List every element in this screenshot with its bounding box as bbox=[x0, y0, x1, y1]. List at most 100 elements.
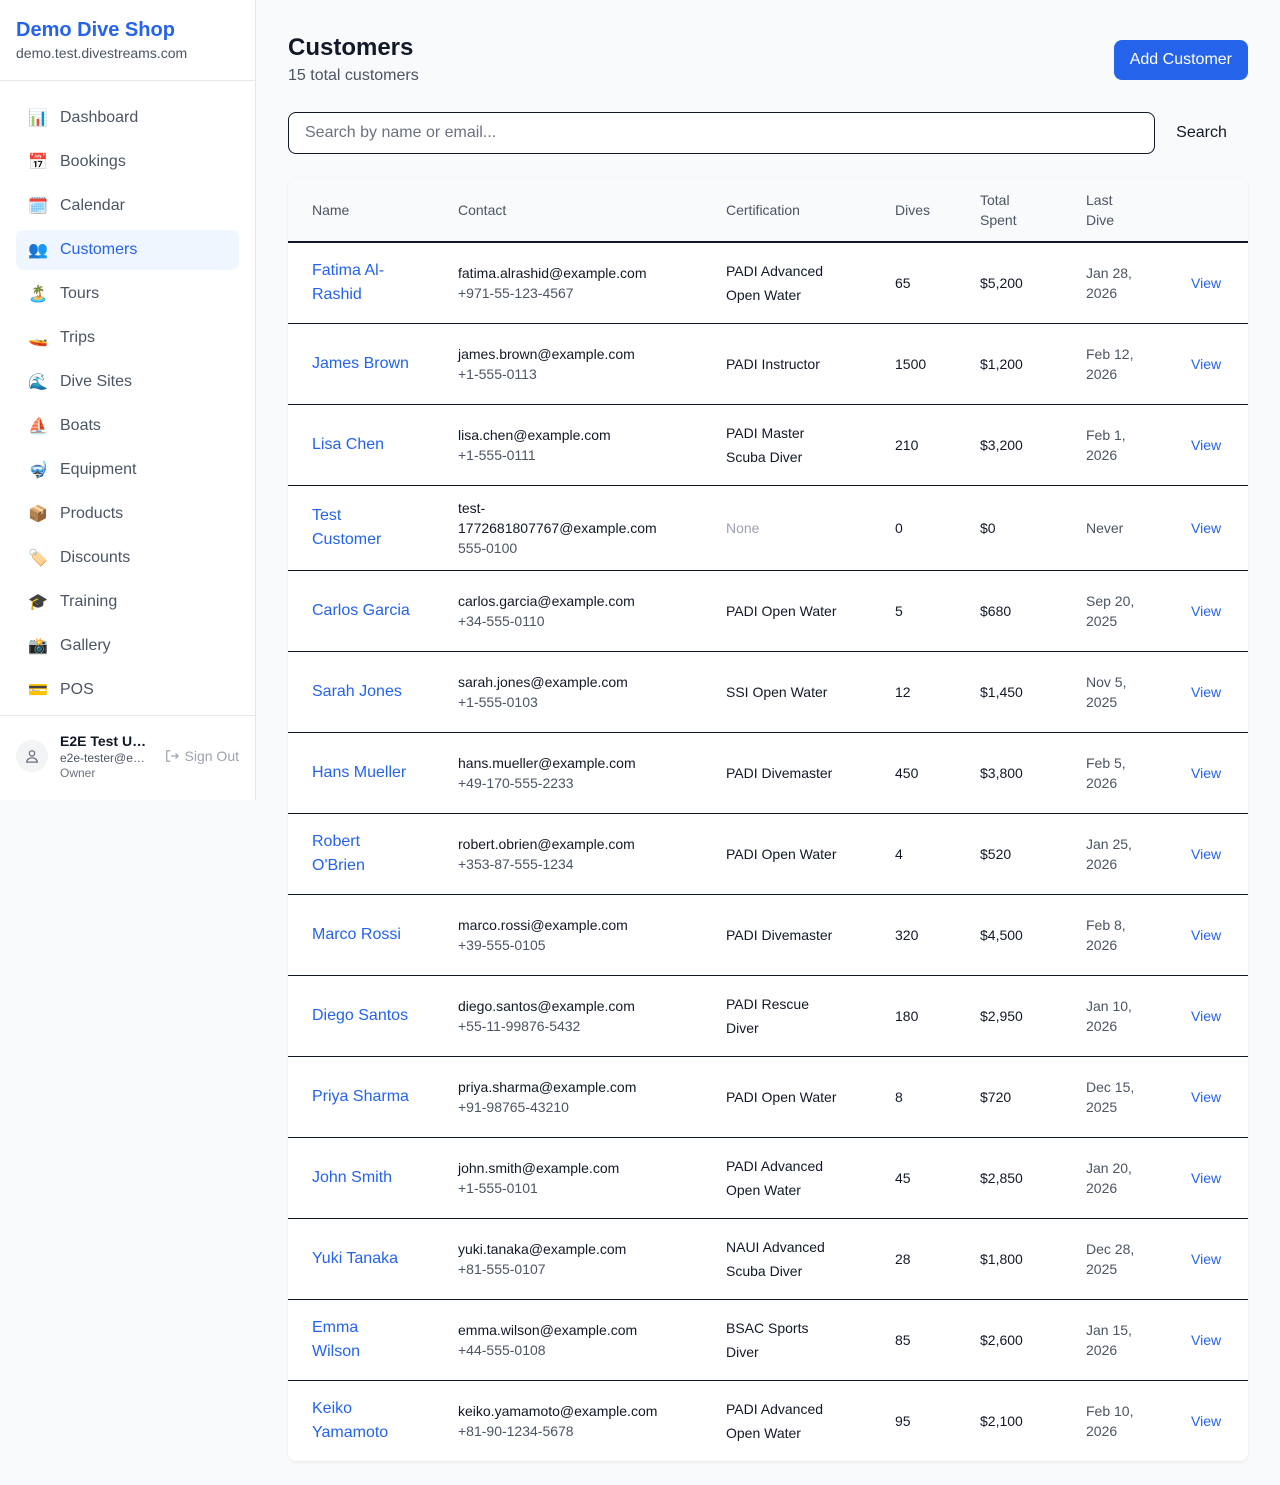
sidebar-item-tours[interactable]: 🏝️ Tours bbox=[16, 274, 239, 314]
customer-name-link[interactable]: Test Customer bbox=[288, 485, 434, 571]
table-row: Priya Sharma priya.sharma@example.com +91… bbox=[288, 1056, 1248, 1138]
search-input[interactable] bbox=[288, 112, 1155, 154]
sidebar-item-customers[interactable]: 👥 Customers bbox=[16, 230, 239, 270]
view-customer-link[interactable]: View bbox=[1191, 1088, 1222, 1105]
wave-icon: 🌊 bbox=[28, 374, 48, 391]
total-spent: $2,600 bbox=[956, 1299, 1062, 1381]
customer-email: hans.mueller@example.com bbox=[458, 754, 636, 771]
customer-name-link[interactable]: Robert O'Brien bbox=[288, 813, 434, 895]
contact-cell: diego.santos@example.com +55-11-99876-543… bbox=[434, 975, 702, 1057]
sidebar-item-trips[interactable]: 🚤 Trips bbox=[16, 318, 239, 358]
customer-name-link[interactable]: Lisa Chen bbox=[288, 404, 434, 486]
sidebar-item-boats[interactable]: ⛵ Boats bbox=[16, 406, 239, 446]
sidebar-item-discounts[interactable]: 🏷️ Discounts bbox=[16, 538, 239, 578]
view-customer-link[interactable]: View bbox=[1191, 274, 1222, 291]
customer-email: test-1772681807767@example.com bbox=[458, 499, 657, 536]
search-button[interactable]: Search bbox=[1155, 112, 1248, 154]
total-spent: $3,800 bbox=[956, 732, 1062, 814]
sidebar-item-label: Bookings bbox=[60, 153, 126, 170]
sidebar-item-label: Boats bbox=[60, 417, 101, 434]
table-row: James Brown james.brown@example.com +1-55… bbox=[288, 323, 1248, 405]
dives: 65 bbox=[871, 242, 956, 324]
table-row: Fatima Al-Rashid fatima.alrashid@example… bbox=[288, 242, 1248, 324]
customers-table-card: Name Contact Certification Dives Total Spent… bbox=[288, 178, 1248, 1461]
last-dive: Jan 28, 2026 bbox=[1062, 242, 1167, 324]
sidebar-item-dive-sites[interactable]: 🌊 Dive Sites bbox=[16, 362, 239, 402]
sidebar-item-dashboard[interactable]: 📊 Dashboard bbox=[16, 98, 239, 138]
sign-out-button[interactable]: Sign Out bbox=[165, 748, 239, 764]
certification: PADI Rescue Diver bbox=[702, 975, 871, 1057]
certification: PADI Open Water bbox=[702, 1056, 871, 1138]
sidebar-item-bookings[interactable]: 📅 Bookings bbox=[16, 142, 239, 182]
customer-name-link[interactable]: Sarah Jones bbox=[288, 651, 434, 733]
view-customer-link[interactable]: View bbox=[1191, 1007, 1222, 1024]
view-customer-link[interactable]: View bbox=[1191, 1250, 1222, 1267]
view-customer-link[interactable]: View bbox=[1191, 926, 1222, 943]
user-email: e2e-tester@example.com bbox=[60, 751, 146, 765]
view-customer-link[interactable]: View bbox=[1191, 355, 1222, 372]
customer-name-link[interactable]: Hans Mueller bbox=[288, 732, 434, 814]
customer-phone: +39-555-0105 bbox=[458, 936, 546, 953]
last-dive: Feb 8, 2026 bbox=[1062, 894, 1167, 976]
customer-name-link[interactable]: Carlos Garcia bbox=[288, 570, 434, 652]
last-dive: Jan 10, 2026 bbox=[1062, 975, 1167, 1057]
customer-name-link[interactable]: James Brown bbox=[288, 323, 434, 405]
customer-phone: +91-98765-43210 bbox=[458, 1098, 569, 1115]
customer-phone: +34-555-0110 bbox=[458, 612, 545, 629]
sailboat-icon: ⛵ bbox=[28, 418, 48, 435]
view-customer-link[interactable]: View bbox=[1191, 764, 1222, 781]
customer-phone: +353-87-555-1234 bbox=[458, 855, 574, 872]
total-spent: $5,200 bbox=[956, 242, 1062, 324]
sidebar-item-training[interactable]: 🎓 Training bbox=[16, 582, 239, 622]
view-customer-link[interactable]: View bbox=[1191, 436, 1222, 453]
view-customer-link[interactable]: View bbox=[1191, 602, 1222, 619]
contact-cell: fatima.alrashid@example.com +971-55-123-4… bbox=[434, 242, 702, 324]
sidebar-item-equipment[interactable]: 🤿 Equipment bbox=[16, 450, 239, 490]
contact-cell: carlos.garcia@example.com +34-555-0110 bbox=[434, 570, 702, 652]
customer-phone: +1-555-0101 bbox=[458, 1179, 538, 1196]
column-header-last-dive: Last Dive bbox=[1062, 178, 1167, 243]
customer-name-link[interactable]: John Smith bbox=[288, 1137, 434, 1219]
customer-name-link[interactable]: Fatima Al-Rashid bbox=[288, 242, 434, 324]
view-customer-link[interactable]: View bbox=[1191, 1169, 1222, 1186]
contact-cell: lisa.chen@example.com +1-555-0111 bbox=[434, 404, 702, 486]
customer-phone: +55-11-99876-5432 bbox=[458, 1017, 581, 1034]
customer-name-link[interactable]: Yuki Tanaka bbox=[288, 1218, 434, 1300]
customer-name-link[interactable]: Diego Santos bbox=[288, 975, 434, 1057]
column-header-total-spent: Total Spent bbox=[956, 178, 1062, 243]
view-customer-link[interactable]: View bbox=[1191, 1331, 1222, 1348]
dives: 450 bbox=[871, 732, 956, 814]
customer-email: carlos.garcia@example.com bbox=[458, 592, 635, 609]
sidebar-item-gallery[interactable]: 📸 Gallery bbox=[16, 626, 239, 666]
last-dive: Dec 28, 2025 bbox=[1062, 1218, 1167, 1300]
customer-name-link[interactable]: Priya Sharma bbox=[288, 1056, 434, 1138]
people-icon: 👥 bbox=[28, 242, 48, 259]
customer-phone: +81-90-1234-5678 bbox=[458, 1422, 574, 1439]
table-row: Diego Santos diego.santos@example.com +55… bbox=[288, 975, 1248, 1057]
customer-phone: +971-55-123-4567 bbox=[458, 284, 574, 301]
total-spent: $4,500 bbox=[956, 894, 1062, 976]
last-dive: Feb 1, 2026 bbox=[1062, 404, 1167, 486]
sidebar-item-pos[interactable]: 💳 POS bbox=[16, 670, 239, 710]
view-customer-link[interactable]: View bbox=[1191, 683, 1222, 700]
speedboat-icon: 🚤 bbox=[28, 330, 48, 347]
sidebar-item-products[interactable]: 📦 Products bbox=[16, 494, 239, 534]
column-header-contact: Contact bbox=[434, 178, 702, 243]
shop-name[interactable]: Demo Dive Shop bbox=[16, 19, 175, 41]
sidebar-item-label: Tours bbox=[60, 285, 100, 302]
user-panel: E2E Test User e2e-tester@example.com Own… bbox=[0, 715, 255, 796]
add-customer-button[interactable]: Add Customer bbox=[1113, 40, 1248, 80]
customer-email: john.smith@example.com bbox=[458, 1159, 620, 1176]
sidebar-item-calendar[interactable]: 🗓️ Calendar bbox=[16, 186, 239, 226]
last-dive: Jan 25, 2026 bbox=[1062, 813, 1167, 895]
island-icon: 🏝️ bbox=[28, 286, 48, 303]
customer-name-link[interactable]: Keiko Yamamoto bbox=[312, 1399, 389, 1441]
customer-name-link[interactable]: Emma Wilson bbox=[288, 1299, 434, 1381]
view-customer-link[interactable]: View bbox=[1191, 519, 1222, 536]
view-customer-link[interactable]: View bbox=[1191, 1412, 1222, 1429]
contact-cell: keiko.yamamoto@example.com +81-90-1234-56… bbox=[434, 1380, 702, 1461]
contact-cell: sarah.jones@example.com +1-555-0103 bbox=[434, 651, 702, 733]
graduation-cap-icon: 🎓 bbox=[28, 594, 48, 611]
view-customer-link[interactable]: View bbox=[1191, 845, 1222, 862]
customer-name-link[interactable]: Marco Rossi bbox=[288, 894, 434, 976]
